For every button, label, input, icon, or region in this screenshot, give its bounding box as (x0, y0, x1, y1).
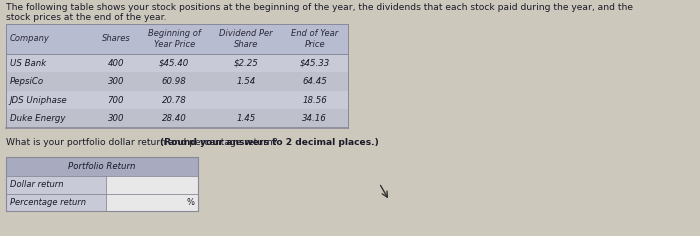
Text: $45.33: $45.33 (300, 59, 330, 68)
Text: What is your portfolio dollar return and percentage return?: What is your portfolio dollar return and… (6, 138, 281, 147)
Text: 300: 300 (108, 114, 124, 123)
Text: Portfolio Return: Portfolio Return (68, 162, 136, 171)
Text: Duke Energy: Duke Energy (10, 114, 65, 123)
Text: 28.40: 28.40 (162, 114, 187, 123)
Text: Shares: Shares (102, 34, 130, 43)
Bar (106, 176, 198, 194)
Bar (6, 176, 106, 194)
Bar (6, 110, 348, 128)
Text: Company: Company (10, 34, 50, 43)
Text: stock prices at the end of the year.: stock prices at the end of the year. (6, 13, 167, 22)
Text: %: % (186, 198, 195, 207)
Text: 18.56: 18.56 (302, 96, 327, 105)
Text: End of Year
Price: End of Year Price (291, 29, 338, 49)
Text: $2.25: $2.25 (233, 59, 258, 68)
Text: 34.16: 34.16 (302, 114, 327, 123)
Bar (106, 194, 198, 211)
Bar (6, 194, 106, 211)
Text: $45.40: $45.40 (159, 59, 190, 68)
Text: 400: 400 (108, 59, 124, 68)
Bar (6, 54, 348, 72)
Text: 60.98: 60.98 (162, 77, 187, 86)
Text: Percentage return: Percentage return (10, 198, 85, 207)
Text: (Round your answers to 2 decimal places.): (Round your answers to 2 decimal places.… (160, 138, 379, 147)
Bar (6, 91, 348, 110)
Text: Dividend Per
Share: Dividend Per Share (219, 29, 272, 49)
Text: US Bank: US Bank (10, 59, 46, 68)
Text: 700: 700 (108, 96, 124, 105)
Text: Beginning of
Year Price: Beginning of Year Price (148, 29, 201, 49)
Text: 300: 300 (108, 77, 124, 86)
Bar (6, 24, 348, 54)
Text: Dollar return: Dollar return (10, 180, 63, 189)
Text: The following table shows your stock positions at the beginning of the year, the: The following table shows your stock pos… (6, 3, 633, 12)
Text: JDS Uniphase: JDS Uniphase (10, 96, 67, 105)
Bar (6, 157, 198, 211)
Text: PepsiCo: PepsiCo (10, 77, 43, 86)
Text: 64.45: 64.45 (302, 77, 327, 86)
Text: 1.54: 1.54 (236, 77, 256, 86)
Bar (6, 157, 198, 176)
Bar (6, 72, 348, 91)
Text: 1.45: 1.45 (236, 114, 256, 123)
Text: 20.78: 20.78 (162, 96, 187, 105)
